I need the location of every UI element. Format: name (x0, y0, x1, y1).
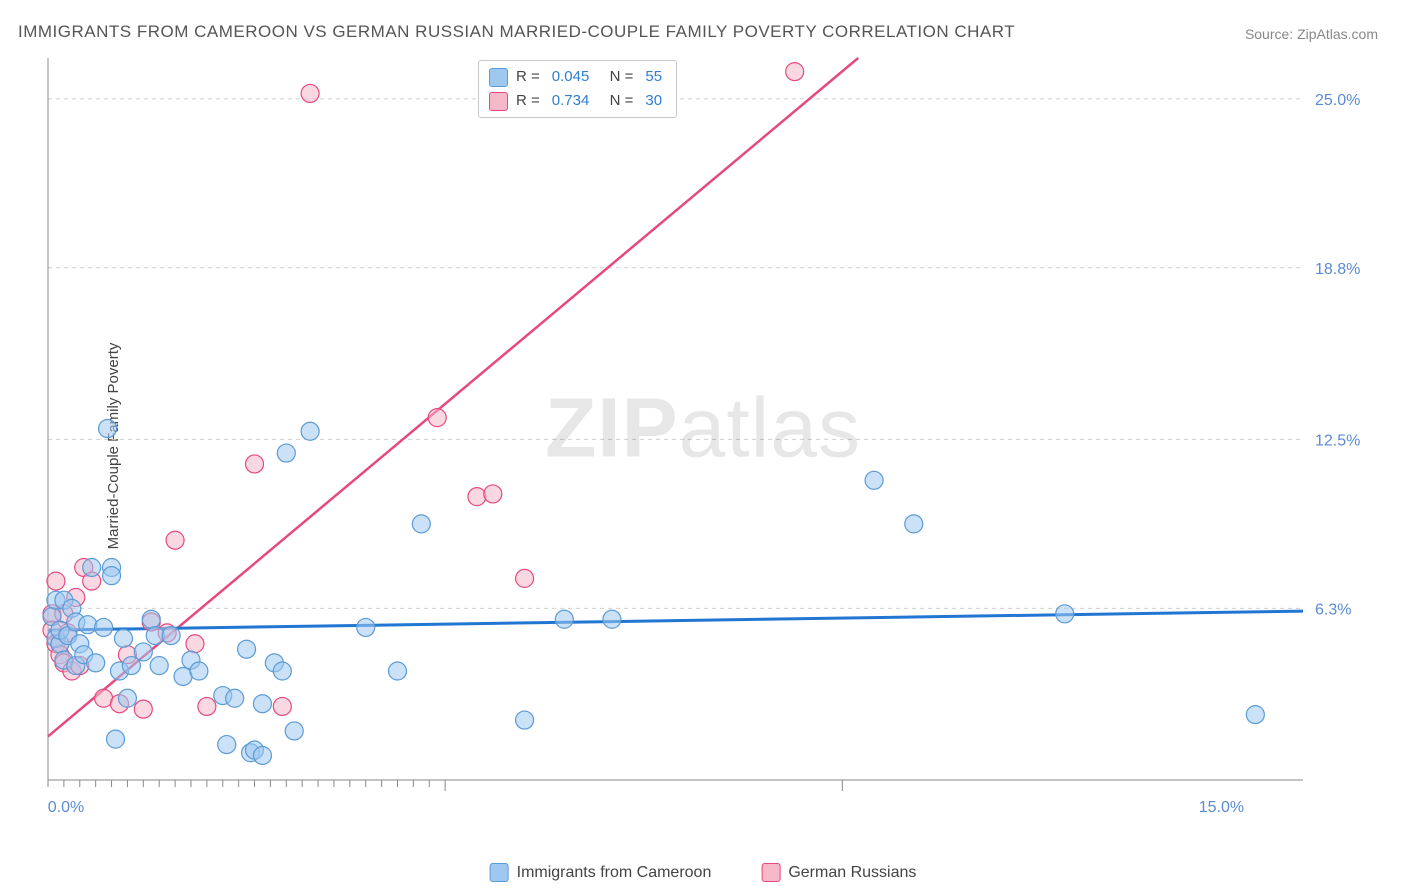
scatter-plot: ZIPatlas 6.3%12.5%18.8%25.0%0.0%15.0% R … (48, 58, 1358, 828)
legend-item: Immigrants from Cameroon (490, 863, 712, 882)
plot-svg: 6.3% 12.5% 18.8% 25.0% 0.0% 15.0% (48, 58, 1358, 828)
n-value: 55 (645, 65, 662, 89)
source-label: Source: ZipAtlas.com (1245, 26, 1378, 42)
svg-text:25.0%: 25.0% (1315, 92, 1360, 109)
chart-title: IMMIGRANTS FROM CAMEROON VS GERMAN RUSSI… (18, 22, 1015, 42)
svg-text:12.5%: 12.5% (1315, 432, 1360, 449)
swatch-blue-icon (489, 68, 508, 87)
swatch-blue-icon (490, 863, 509, 882)
legend-label: German Russians (788, 864, 916, 882)
legend-item: German Russians (761, 863, 916, 882)
r-label: R = (516, 89, 540, 113)
svg-text:0.0%: 0.0% (48, 799, 84, 816)
swatch-pink-icon (489, 92, 508, 111)
r-label: R = (516, 65, 540, 89)
svg-text:6.3%: 6.3% (1315, 601, 1351, 618)
r-value: 0.734 (552, 89, 590, 113)
svg-text:18.8%: 18.8% (1315, 261, 1360, 278)
bottom-legend: Immigrants from Cameroon German Russians (490, 863, 917, 882)
n-label: N = (601, 65, 633, 89)
swatch-pink-icon (761, 863, 780, 882)
n-value: 30 (645, 89, 662, 113)
legend-stats: R = 0.045 N = 55 R = 0.734 N = 30 (478, 60, 677, 118)
svg-text:15.0%: 15.0% (1199, 799, 1244, 816)
r-value: 0.045 (552, 65, 590, 89)
n-label: N = (601, 89, 633, 113)
legend-label: Immigrants from Cameroon (517, 864, 712, 882)
